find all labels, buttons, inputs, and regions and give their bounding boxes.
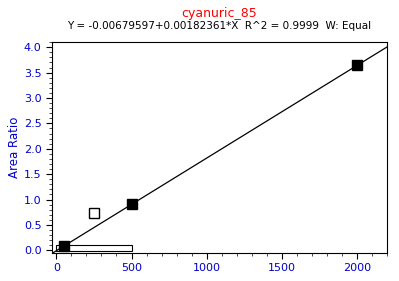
Bar [56, 245, 132, 251]
Text: Y = -0.00679597+0.00182361*X  R^2 = 0.9999  W: Equal: Y = -0.00679597+0.00182361*X R^2 = 0.999… [67, 21, 371, 31]
Y-axis label: Area Ratio: Area Ratio [8, 117, 21, 178]
Text: cyanuric_85: cyanuric_85 [182, 7, 257, 20]
